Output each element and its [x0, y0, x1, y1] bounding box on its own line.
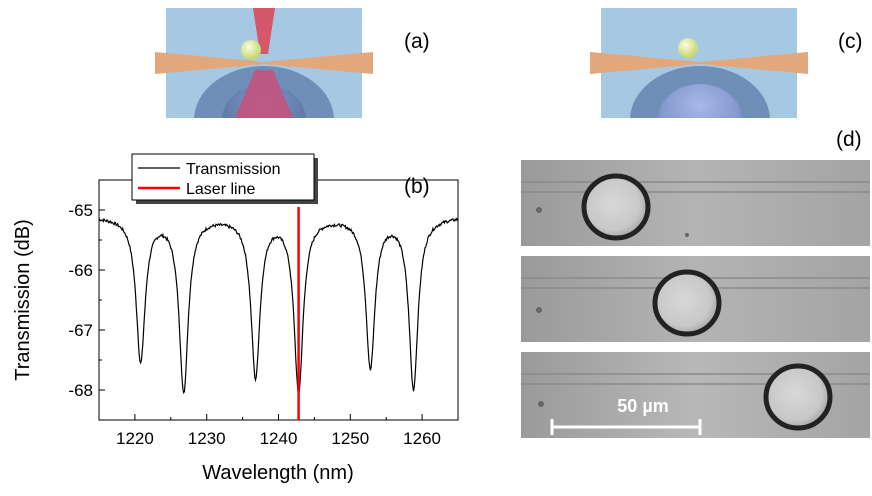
- legend-label-transmission: Transmission: [186, 161, 281, 178]
- bead-image: [581, 173, 651, 241]
- panel-label-b: (b): [404, 175, 430, 198]
- micrograph-frame-2: [521, 256, 870, 342]
- beam-upper: [253, 8, 275, 54]
- legend-label-laser: Laser line: [186, 181, 255, 198]
- x-tick-label: 1220: [116, 429, 154, 448]
- scale-bar: 50 µm: [550, 396, 702, 435]
- x-ticks: 1220 1230 1240 1250 1260: [98, 414, 459, 448]
- panel-label-d: (d): [836, 128, 862, 151]
- micrograph-2-drawing: [521, 256, 870, 342]
- legend-box: [131, 153, 315, 201]
- y-tick-label: -66: [68, 261, 93, 280]
- bead: [678, 38, 698, 58]
- x-tick-label: 1230: [188, 429, 226, 448]
- panel-label-a: (a): [404, 30, 430, 53]
- scale-bar-label: 50 µm: [617, 396, 668, 416]
- transmission-series-line: [98, 217, 459, 395]
- y-tick-label: -67: [68, 321, 93, 340]
- micrograph-frame-3: 50 µm: [521, 352, 870, 438]
- micrograph-frame-1: [521, 160, 870, 246]
- tapered-fiber: [590, 52, 808, 74]
- micrograph-3-drawing: 50 µm: [521, 352, 870, 438]
- y-ticks: -65 -66 -67 -68: [68, 179, 105, 421]
- bead-image: [652, 269, 722, 337]
- beam-lower: [235, 70, 293, 118]
- schematic-c-drawing: [590, 8, 808, 174]
- panel-label-c: (c): [838, 30, 863, 53]
- transmission-chart: 1220 1230 1240 1250 1260 -65 -66 -67 -68 Wavele…: [12, 153, 459, 484]
- schematic-a: [155, 8, 373, 174]
- y-tick-label: -68: [68, 381, 93, 400]
- x-tick-label: 1260: [403, 429, 441, 448]
- tapered-fiber: [155, 52, 373, 74]
- legend: Transmission Laser line: [131, 153, 318, 204]
- x-axis-label: Wavelength (nm): [202, 462, 354, 484]
- schematic-c: [590, 8, 808, 174]
- bead: [241, 40, 261, 60]
- y-tick-label: -65: [68, 201, 93, 220]
- y-axis-label: Transmission (dB): [12, 219, 34, 381]
- schematic-a-drawing: [155, 8, 373, 174]
- bead-image: [763, 363, 833, 431]
- plot-frame: [98, 179, 459, 421]
- x-tick-label: 1250: [331, 429, 369, 448]
- x-tick-label: 1240: [260, 429, 298, 448]
- micrograph-1-drawing: [521, 160, 870, 246]
